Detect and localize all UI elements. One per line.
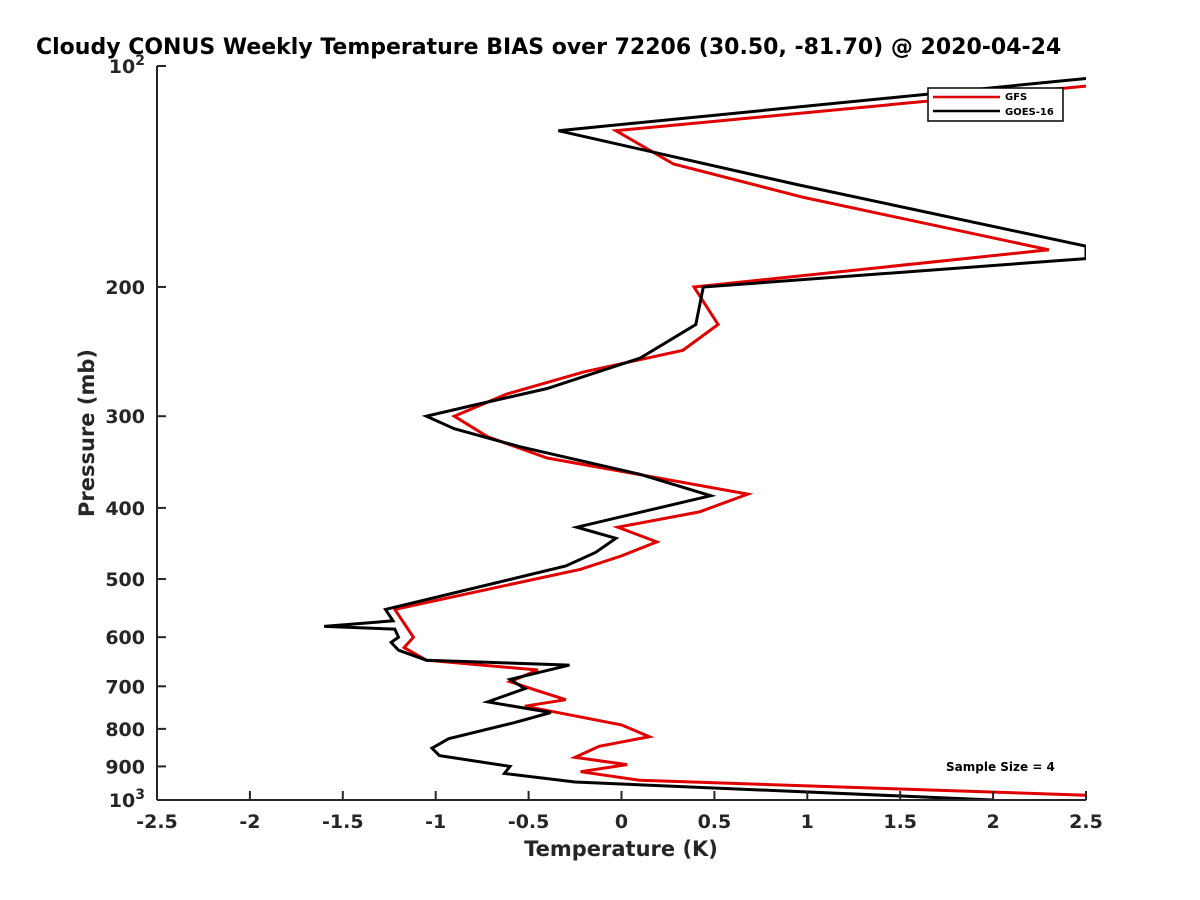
x-tick-label: -0.5 [508,811,550,833]
y-tick-label: 102 [109,53,145,78]
legend-box [927,87,1064,122]
y-tick-label: 400 [105,498,145,520]
y-tick-label: 600 [105,627,145,649]
x-tick-label: 0 [615,811,628,833]
y-axis-label: Pressure (mb) [75,349,99,517]
y-tick-label: 200 [105,277,145,299]
y-tick-label: 900 [105,756,145,778]
y-tick-label: 500 [105,569,145,591]
legend: GFS GOES-16 [927,87,1064,122]
x-tick-label: 2 [986,811,999,833]
x-tick-label: 2.5 [1069,811,1103,833]
series-line-goes16 [324,77,1086,800]
x-tick-label: 0.5 [698,811,732,833]
legend-label-goes16: GOES-16 [1005,107,1054,118]
y-tick-label: 300 [105,406,145,428]
x-tick-label: -1 [425,811,446,833]
x-tick-label: -1.5 [322,811,364,833]
series-layer [324,77,1086,800]
sample-size-annotation: Sample Size = 4 [946,760,1055,774]
axes [156,66,1086,801]
x-tick-label: -2.5 [136,811,178,833]
legend-label-gfs: GFS [1005,92,1027,103]
series-line-gfs [392,84,1086,797]
x-tick-label: -2 [239,811,260,833]
x-axis-label: Temperature (K) [524,837,718,861]
x-tick-label: 1 [801,811,814,833]
x-ticks: -2.5 -2 -1.5 -1 -0.5 0 0.5 1 1.5 2 2.5 [136,791,1103,833]
y-ticks: 102 200 300 400 500 600 700 800 900 103 [105,53,166,812]
y-tick-label: 700 [105,676,145,698]
y-tick-label: 103 [109,787,145,812]
x-tick-label: 1.5 [883,811,917,833]
y-tick-label: 800 [105,719,145,741]
chart-title: Cloudy CONUS Weekly Temperature BIAS ove… [36,35,1061,60]
